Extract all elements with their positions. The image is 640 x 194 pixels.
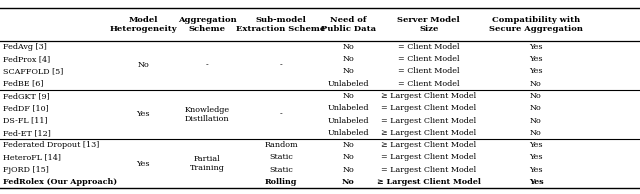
Text: Sub-model
Extraction Scheme: Sub-model Extraction Scheme: [236, 16, 326, 33]
Text: ≥ Largest Client Model: ≥ Largest Client Model: [381, 92, 476, 100]
Text: -: -: [280, 110, 282, 119]
Text: = Client Model: = Client Model: [398, 43, 460, 51]
Text: Federated Dropout [13]: Federated Dropout [13]: [3, 141, 99, 149]
Text: FedBE [6]: FedBE [6]: [3, 80, 43, 88]
Text: Model
Heterogeneity: Model Heterogeneity: [109, 16, 177, 33]
Text: -: -: [205, 61, 209, 69]
Text: Yes: Yes: [529, 43, 543, 51]
Text: Yes: Yes: [529, 68, 543, 75]
Text: Yes: Yes: [529, 178, 543, 186]
Text: No: No: [342, 166, 354, 174]
Text: Aggregation
Scheme: Aggregation Scheme: [178, 16, 236, 33]
Text: No: No: [342, 153, 354, 161]
Text: = Client Model: = Client Model: [398, 80, 460, 88]
Text: Unlabeled: Unlabeled: [328, 117, 369, 125]
Text: Yes: Yes: [529, 55, 543, 63]
Text: = Largest Client Model: = Largest Client Model: [381, 153, 476, 161]
Text: FedProx [4]: FedProx [4]: [3, 55, 50, 63]
Text: No: No: [530, 129, 542, 137]
Text: Yes: Yes: [136, 160, 150, 168]
Text: No: No: [342, 178, 355, 186]
Text: Need of
Public Data: Need of Public Data: [321, 16, 376, 33]
Text: = Client Model: = Client Model: [398, 55, 460, 63]
Text: Rolling: Rolling: [265, 178, 297, 186]
Text: Fed-ET [12]: Fed-ET [12]: [3, 129, 51, 137]
Text: Unlabeled: Unlabeled: [328, 129, 369, 137]
Text: DS-FL [11]: DS-FL [11]: [3, 117, 47, 125]
Text: No: No: [137, 61, 149, 69]
Text: FedRolex (Our Approach): FedRolex (Our Approach): [3, 178, 116, 186]
Text: ≥ Largest Client Model: ≥ Largest Client Model: [381, 129, 476, 137]
Text: No: No: [342, 92, 354, 100]
Text: = Largest Client Model: = Largest Client Model: [381, 104, 476, 112]
Text: No: No: [342, 68, 354, 75]
Text: No: No: [530, 80, 542, 88]
Text: Yes: Yes: [529, 153, 543, 161]
Text: Compatibility with
Secure Aggregation: Compatibility with Secure Aggregation: [489, 16, 583, 33]
Text: No: No: [530, 117, 542, 125]
Text: Server Model
Size: Server Model Size: [397, 16, 460, 33]
Text: FedDF [10]: FedDF [10]: [3, 104, 48, 112]
Text: Static: Static: [269, 166, 293, 174]
Text: = Largest Client Model: = Largest Client Model: [381, 117, 476, 125]
Text: Partial
Training: Partial Training: [189, 155, 225, 172]
Text: SCAFFOLD [5]: SCAFFOLD [5]: [3, 68, 63, 75]
Text: Static: Static: [269, 153, 293, 161]
Text: Random: Random: [264, 141, 298, 149]
Text: FedGKT [9]: FedGKT [9]: [3, 92, 49, 100]
Text: HeteroFL [14]: HeteroFL [14]: [3, 153, 61, 161]
Text: Yes: Yes: [136, 110, 150, 119]
Text: = Client Model: = Client Model: [398, 68, 460, 75]
Text: FedAvg [3]: FedAvg [3]: [3, 43, 47, 51]
Text: -: -: [280, 61, 282, 69]
Text: No: No: [530, 92, 542, 100]
Text: ≥ Largest Client Model: ≥ Largest Client Model: [377, 178, 481, 186]
Text: No: No: [530, 104, 542, 112]
Text: Yes: Yes: [529, 166, 543, 174]
Text: No: No: [342, 55, 354, 63]
Text: Unlabeled: Unlabeled: [328, 80, 369, 88]
Text: No: No: [342, 43, 354, 51]
Text: Unlabeled: Unlabeled: [328, 104, 369, 112]
Text: Knowledge
Distillation: Knowledge Distillation: [184, 106, 230, 123]
Text: FjORD [15]: FjORD [15]: [3, 166, 49, 174]
Text: Yes: Yes: [529, 141, 543, 149]
Text: No: No: [342, 141, 354, 149]
Text: = Largest Client Model: = Largest Client Model: [381, 166, 476, 174]
Text: ≥ Largest Client Model: ≥ Largest Client Model: [381, 141, 476, 149]
